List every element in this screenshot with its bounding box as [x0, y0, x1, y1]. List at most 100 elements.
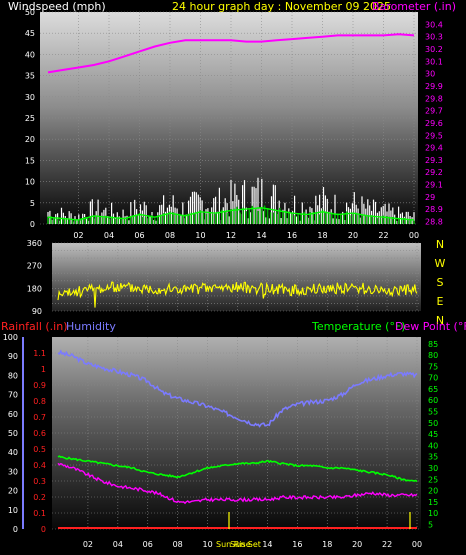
- temp-tick-label: 80: [428, 351, 438, 360]
- humidity-tick-label: 90: [8, 352, 18, 361]
- direction-tick-label: 90: [32, 307, 42, 316]
- wind-average-fill: [47, 205, 415, 224]
- rain-tick-label: 0.5: [33, 445, 46, 454]
- barometer-series: [47, 33, 415, 74]
- humidity-tick-label: 80: [8, 371, 18, 380]
- temp-time-tick-label: 20: [352, 540, 362, 549]
- temp-tick-label: 70: [428, 374, 438, 383]
- wind-direction-panel: [52, 243, 421, 311]
- temp-time-tick-label: 06: [143, 540, 153, 549]
- direction-tick-label: 360: [27, 239, 42, 248]
- temp-tick-label: 35: [428, 453, 438, 462]
- temp-time-tick-label: 18: [322, 540, 332, 549]
- direction-grid: [52, 242, 421, 312]
- temp-time-tick-label: 22: [382, 540, 392, 549]
- temp-grid: [52, 337, 421, 530]
- time-tick-label: 02: [73, 231, 83, 240]
- graph-title: 24 hour graph day : November 09 2025: [172, 0, 391, 13]
- humidity-tick-label: 10: [8, 506, 18, 515]
- temperature-series: [57, 455, 418, 483]
- time-tick-label: 20: [348, 231, 358, 240]
- temp-axes: 010203040506070809010000.10.20.30.40.50.…: [3, 333, 438, 549]
- baro-tick-label: 30.4: [425, 20, 443, 29]
- baro-tick-label: 29.5: [425, 131, 443, 140]
- rain-tick-label: 1.1: [33, 349, 46, 358]
- temp-time-tick-label: 04: [113, 540, 123, 549]
- baro-tick-label: 30: [425, 70, 435, 79]
- humidity-tick-label: 40: [8, 448, 18, 457]
- rain-tick-label: 0.2: [33, 493, 46, 502]
- temp-tick-label: 15: [428, 498, 438, 507]
- humidity-tick-label: 20: [8, 487, 18, 496]
- rain-tick-label: 0: [41, 525, 46, 534]
- temp-tick-label: 20: [428, 487, 438, 496]
- time-tick-label: 08: [165, 231, 175, 240]
- time-tick-label: 06: [134, 231, 144, 240]
- temp-tick-label: 65: [428, 385, 438, 394]
- wind-tick-label: 45: [25, 29, 35, 38]
- compass-label: E: [437, 295, 444, 308]
- wind-grid: [40, 11, 418, 225]
- humidity-tick-label: 30: [8, 467, 18, 476]
- direction-series: [57, 281, 418, 308]
- baro-tick-label: 28.8: [425, 218, 443, 227]
- direction-tick-label: 270: [27, 262, 42, 271]
- baro-tick-label: 30.2: [425, 45, 443, 54]
- compass-label: N: [436, 238, 444, 251]
- wind-tick-label: 40: [25, 50, 35, 59]
- baro-tick-label: 29.9: [425, 82, 443, 91]
- baro-tick-label: 29.7: [425, 107, 443, 116]
- rain-tick-label: 0.6: [33, 429, 46, 438]
- temp-tick-label: 10: [428, 509, 438, 518]
- compass-label: S: [437, 276, 444, 289]
- temp-time-tick-label: 02: [83, 540, 93, 549]
- temp-time-tick-label: 10: [202, 540, 212, 549]
- wind-tick-label: 10: [25, 178, 35, 187]
- humidity-series: [57, 349, 418, 428]
- humidity-tick-label: 70: [8, 391, 18, 400]
- baro-tick-label: 29: [425, 193, 435, 202]
- baro-axis-title: Barometer (.in): [372, 0, 456, 13]
- baro-tick-label: 29.3: [425, 156, 443, 165]
- baro-tick-label: 30.1: [425, 57, 443, 66]
- temp-tick-label: 25: [428, 475, 438, 484]
- rain-tick-label: 0.3: [33, 477, 46, 486]
- temp-time-tick-label: 16: [292, 540, 302, 549]
- wind-tick-label: 50: [25, 8, 35, 17]
- wind-tick-label: 25: [25, 114, 35, 123]
- sunset-label: Sun Set: [230, 540, 261, 549]
- temp-tick-label: 5: [428, 520, 433, 529]
- wind-baro-series: [47, 33, 415, 224]
- rain-axis-title: Rainfall (.in): [1, 320, 68, 333]
- dewpoint-series: [57, 462, 418, 505]
- baro-tick-label: 30.3: [425, 33, 443, 42]
- direction-tick-label: 180: [27, 284, 42, 293]
- compass-label: N: [436, 314, 444, 327]
- temp-time-tick-label: 00: [412, 540, 422, 549]
- temp-tick-label: 30: [428, 464, 438, 473]
- time-tick-label: 18: [317, 231, 327, 240]
- humidity-tick-label: 50: [8, 429, 18, 438]
- temp-time-tick-label: 08: [173, 540, 183, 549]
- wind-tick-label: 35: [25, 72, 35, 81]
- humidity-tick-label: 100: [3, 333, 18, 342]
- wind-axis-title: Windspeed (mph): [8, 0, 106, 13]
- baro-tick-label: 29.8: [425, 94, 443, 103]
- wind-axes: 0 5 10 15 20 25 30 35 40 45 50 02 04 06 08 10 12 14 16 18 20…: [25, 8, 443, 240]
- humidity-axis-title: Humidity: [66, 320, 116, 333]
- rain-tick-label: 0.8: [33, 397, 46, 406]
- time-tick-label: 00: [409, 231, 419, 240]
- baro-tick-label: 28.9: [425, 205, 443, 214]
- temp-tick-label: 60: [428, 396, 438, 405]
- rain-tick-label: 0.9: [33, 381, 46, 390]
- wind-tick-label: 30: [25, 93, 35, 102]
- time-tick-label: 04: [104, 231, 114, 240]
- temp-humidity-series: [57, 349, 418, 529]
- wind-direction-series: [57, 281, 418, 308]
- rain-tick-label: 0.1: [33, 509, 46, 518]
- humidity-tick-label: 60: [8, 410, 18, 419]
- time-tick-label: 14: [256, 231, 266, 240]
- time-tick-label: 12: [226, 231, 236, 240]
